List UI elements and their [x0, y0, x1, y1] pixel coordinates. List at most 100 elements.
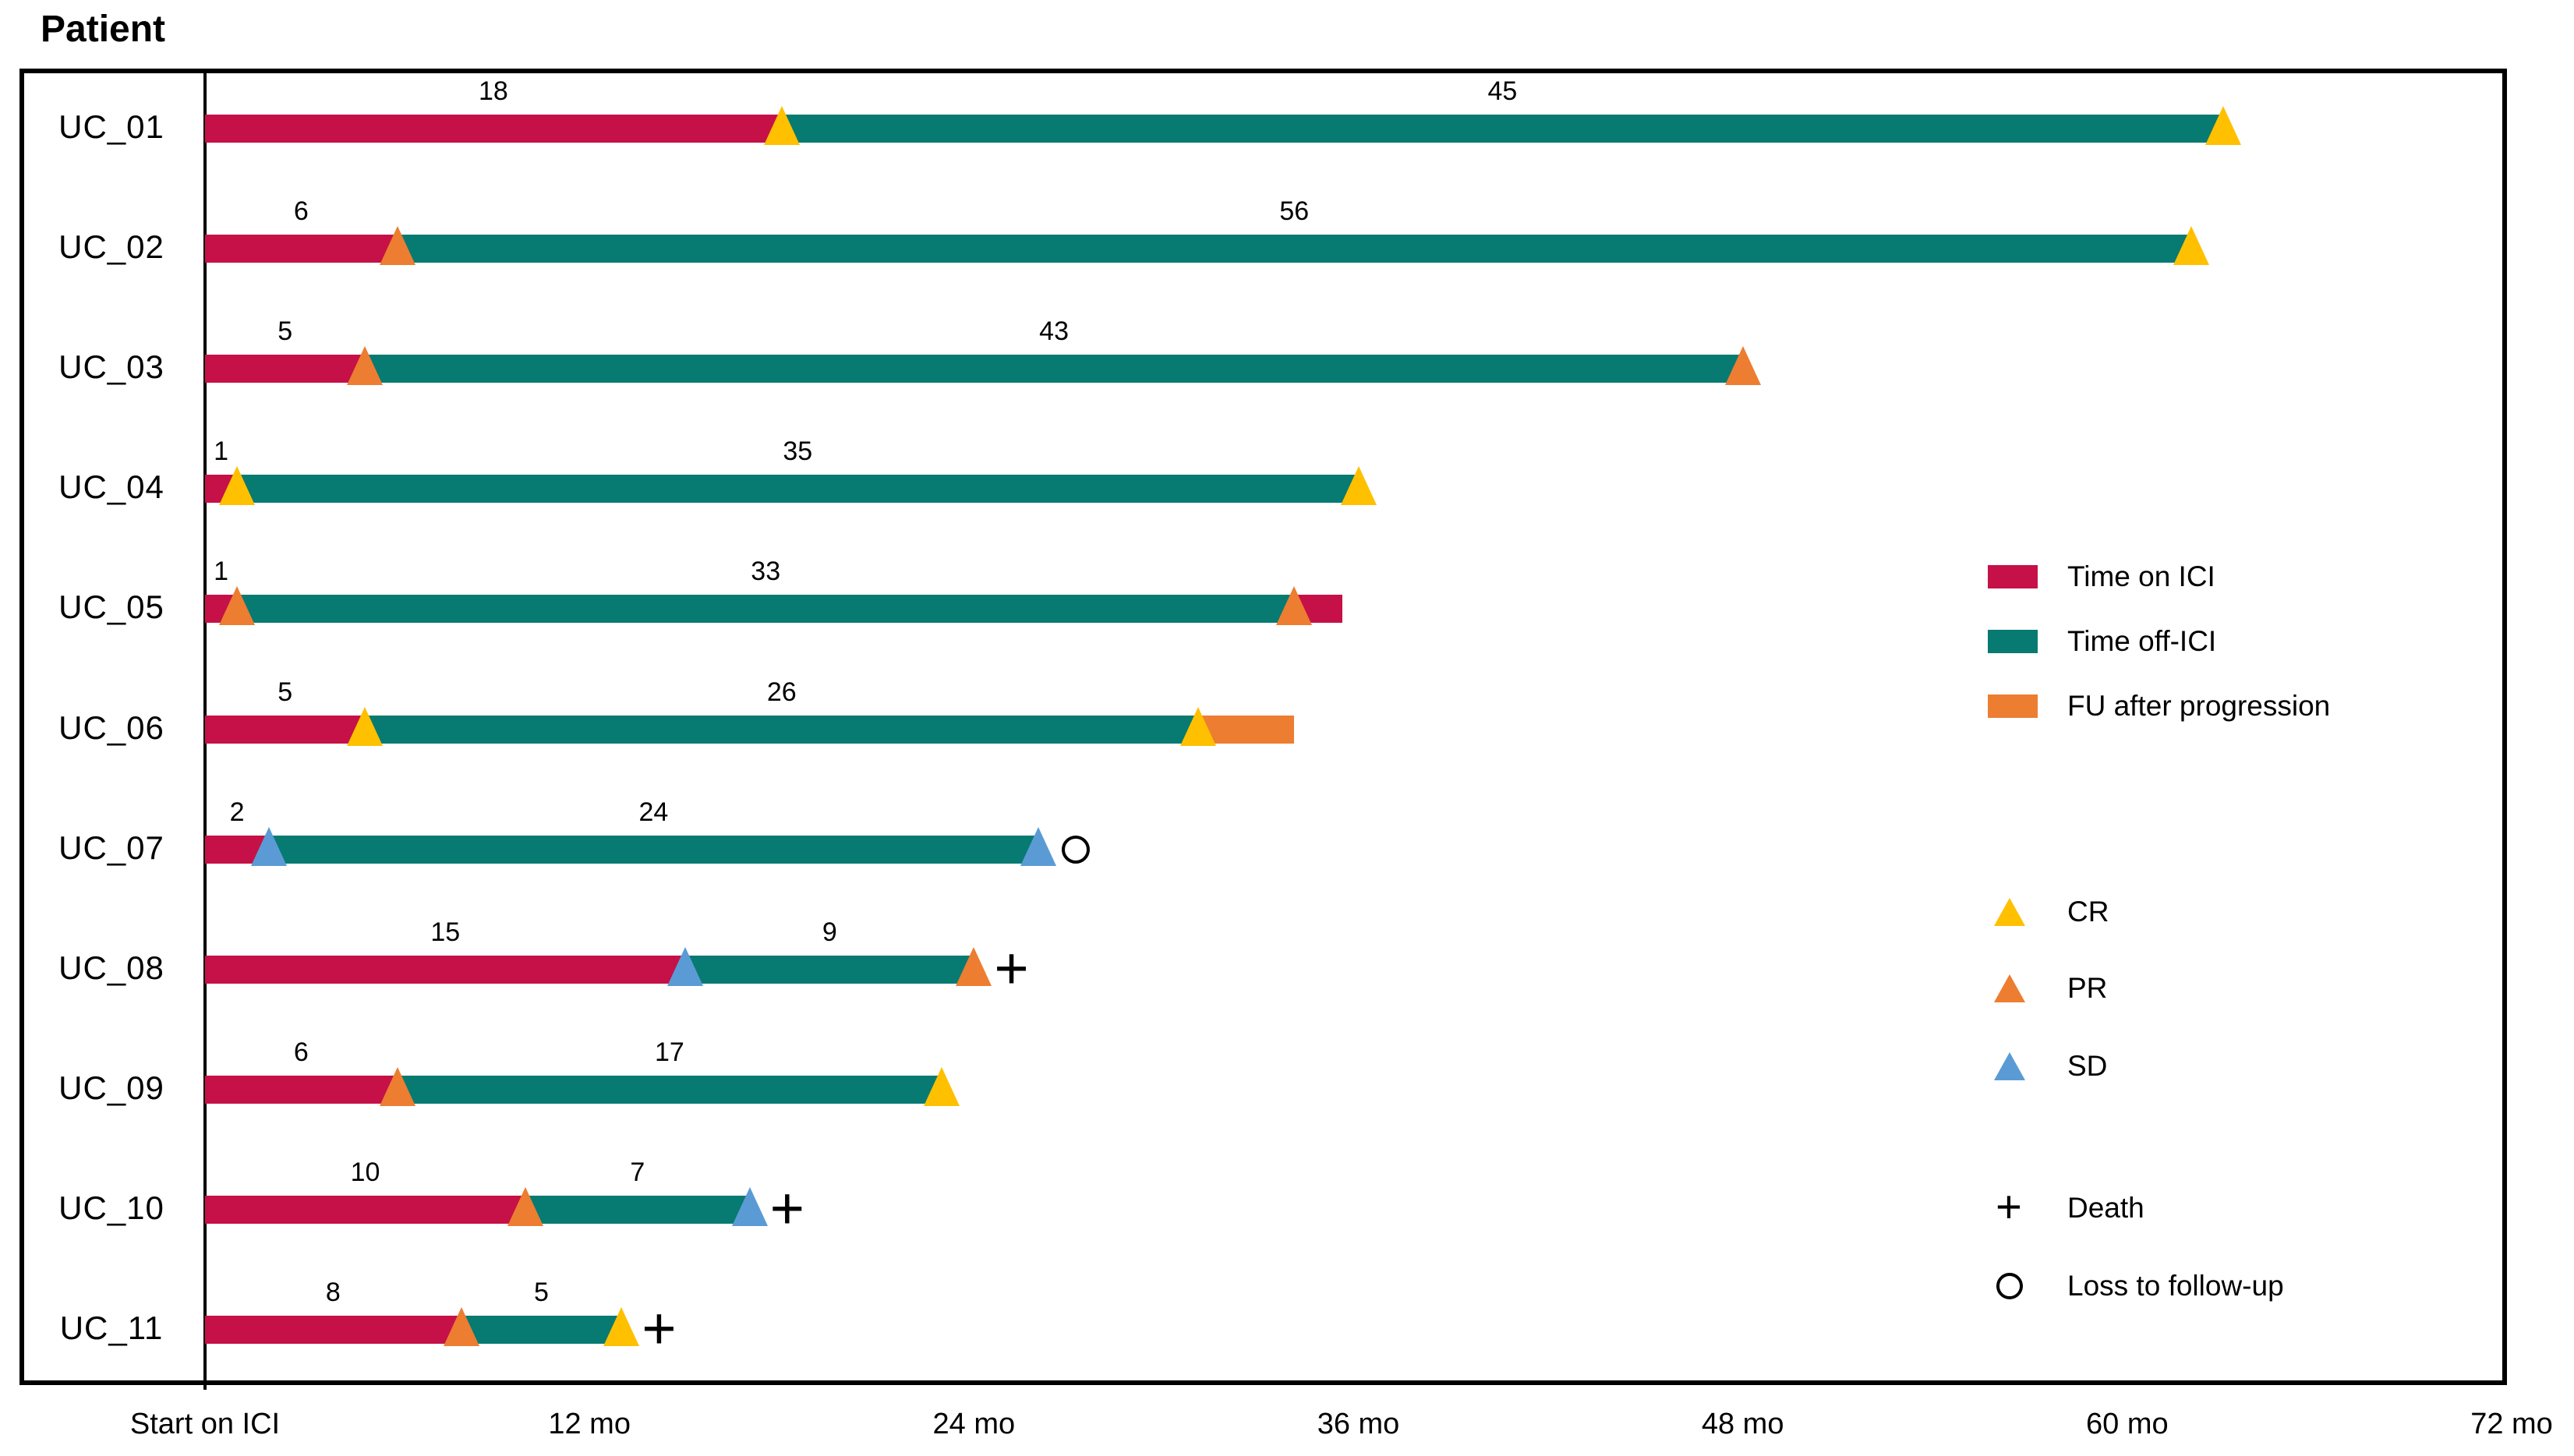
legend-swatch-time_off_ici: [1988, 630, 2038, 653]
bar-segment-time-on-ici: [205, 115, 782, 143]
response-marker-pr-icon: [219, 586, 256, 626]
segment-duration-label: 35: [783, 436, 813, 467]
segment-duration-label: 6: [293, 196, 309, 227]
legend-label-time_on_ici: Time on ICI: [2067, 560, 2215, 592]
response-marker-cr-icon: [2205, 106, 2242, 146]
segment-duration-label: 33: [751, 557, 781, 587]
legend-marker-sd-icon: [1994, 1052, 2025, 1080]
segment-duration-label: 56: [1279, 196, 1310, 227]
bar-segment-time-off-ici: [525, 1195, 750, 1224]
segment-duration-label: 1: [214, 436, 228, 467]
segment-duration-label: 10: [350, 1157, 380, 1187]
bar-segment-time-on-ici: [205, 235, 398, 263]
response-marker-cr-icon: [763, 106, 800, 146]
response-marker-sd-icon: [667, 946, 704, 986]
x-axis-tick-label: 24 mo: [932, 1408, 1016, 1440]
legend-label-cr: CR: [2067, 896, 2109, 928]
bar-segment-time-off-ici: [365, 715, 1198, 744]
patient-row-label: UC_09: [58, 1069, 164, 1106]
patient-row-label: UC_03: [58, 348, 164, 386]
bar-segment-time-off-ici: [397, 1075, 942, 1104]
x-axis-tick-label: Start on ICI: [129, 1408, 281, 1440]
patient-row-label: UC_10: [58, 1189, 164, 1226]
response-marker-sd-icon: [731, 1186, 768, 1226]
legend-label-fu_after_progression: FU after progression: [2067, 690, 2331, 722]
segment-duration-label: 9: [822, 917, 837, 947]
x-axis-tick-label: 60 mo: [2086, 1408, 2169, 1440]
segment-duration-label: 5: [534, 1277, 549, 1307]
segment-duration-label: 2: [229, 797, 245, 827]
bar-segment-time-off-ici: [397, 235, 2192, 263]
response-marker-cr-icon: [219, 466, 256, 506]
bar-segment-time-on-ici: [205, 1195, 525, 1224]
x-axis-tick-label: 72 mo: [2470, 1408, 2553, 1440]
plot-frame: [19, 69, 2507, 1385]
segment-duration-label: 5: [278, 677, 293, 707]
response-marker-cr-icon: [2173, 226, 2210, 266]
segment-duration-label: 17: [654, 1037, 684, 1067]
x-axis-tick-label: 48 mo: [1701, 1408, 1784, 1440]
response-marker-cr-icon: [603, 1306, 640, 1346]
segment-duration-label: 8: [325, 1277, 341, 1307]
response-marker-pr-icon: [507, 1186, 543, 1226]
legend-marker-cr-icon: [1994, 898, 2025, 926]
response-marker-pr-icon: [347, 346, 384, 386]
bar-segment-time-off-ici: [365, 355, 1743, 383]
segment-duration-label: 15: [430, 917, 461, 947]
segment-duration-label: 1: [214, 557, 228, 587]
segment-duration-label: 45: [1487, 76, 1518, 107]
bar-segment-time-on-ici: [205, 1315, 461, 1344]
response-marker-cr-icon: [1180, 706, 1216, 746]
segment-duration-label: 43: [1039, 316, 1069, 347]
x-axis-tick-label: 36 mo: [1317, 1408, 1400, 1440]
patient-row-label: UC_04: [58, 468, 164, 506]
legend-label-time_off_ici: Time off-ICI: [2067, 625, 2217, 657]
segment-duration-label: 24: [638, 797, 669, 827]
legend-label-pr: PR: [2067, 972, 2108, 1004]
patient-row-label: UC_08: [58, 949, 164, 986]
patient-row-label: UC_07: [58, 829, 164, 866]
segment-duration-label: 26: [766, 677, 797, 707]
bar-segment-time-on-ici: [205, 955, 686, 984]
bar-segment-time-off-ici: [781, 115, 2224, 143]
segment-duration-label: 7: [630, 1157, 645, 1187]
death-marker-icon: +: [994, 935, 1029, 1002]
bar-segment-time-on-ici: [205, 1075, 398, 1104]
segment-duration-label: 6: [293, 1037, 309, 1067]
response-marker-cr-icon: [347, 706, 384, 746]
legend-label-loss: Loss to follow-up: [2067, 1270, 2284, 1302]
segment-duration-label: 18: [478, 76, 508, 107]
legend-loss-symbol-icon: [1996, 1273, 2023, 1299]
bar-segment-time-on-ici: [205, 715, 366, 744]
loss-to-follow-up-marker-icon: [1061, 835, 1090, 864]
bar-segment-time-off-ici: [461, 1315, 622, 1344]
legend-label-sd: SD: [2067, 1050, 2108, 1082]
legend-swatch-time_on_ici: [1988, 565, 2038, 588]
patient-row-label: UC_02: [58, 228, 164, 266]
x-axis-tick-label: 12 mo: [548, 1408, 631, 1440]
response-marker-pr-icon: [1724, 346, 1761, 386]
patient-row-label: UC_11: [59, 1309, 164, 1346]
death-marker-icon: +: [769, 1175, 805, 1242]
patient-row-label: UC_06: [58, 709, 164, 746]
bar-segment-time-off-ici: [237, 595, 1295, 624]
response-marker-pr-icon: [379, 1066, 415, 1106]
response-marker-sd-icon: [251, 826, 288, 866]
bar-segment-time-on-ici: [205, 355, 366, 383]
legend-death-symbol-icon: +: [1996, 1182, 2022, 1232]
patient-row-label: UC_01: [58, 108, 164, 146]
legend-label-death: Death: [2067, 1192, 2144, 1224]
response-marker-pr-icon: [379, 226, 415, 266]
response-marker-pr-icon: [1276, 586, 1313, 626]
segment-duration-label: 5: [278, 316, 293, 347]
patient-row-label: UC_05: [58, 588, 164, 626]
response-marker-cr-icon: [924, 1066, 960, 1106]
legend-swatch-fu_after_progression: [1988, 694, 2038, 718]
bar-segment-time-off-ici: [685, 955, 974, 984]
bar-segment-time-off-ici: [269, 835, 1038, 864]
response-marker-sd-icon: [1020, 826, 1056, 866]
bar-segment-time-off-ici: [237, 475, 1359, 504]
death-marker-icon: +: [642, 1295, 677, 1362]
response-marker-pr-icon: [956, 946, 992, 986]
response-marker-pr-icon: [443, 1306, 479, 1346]
